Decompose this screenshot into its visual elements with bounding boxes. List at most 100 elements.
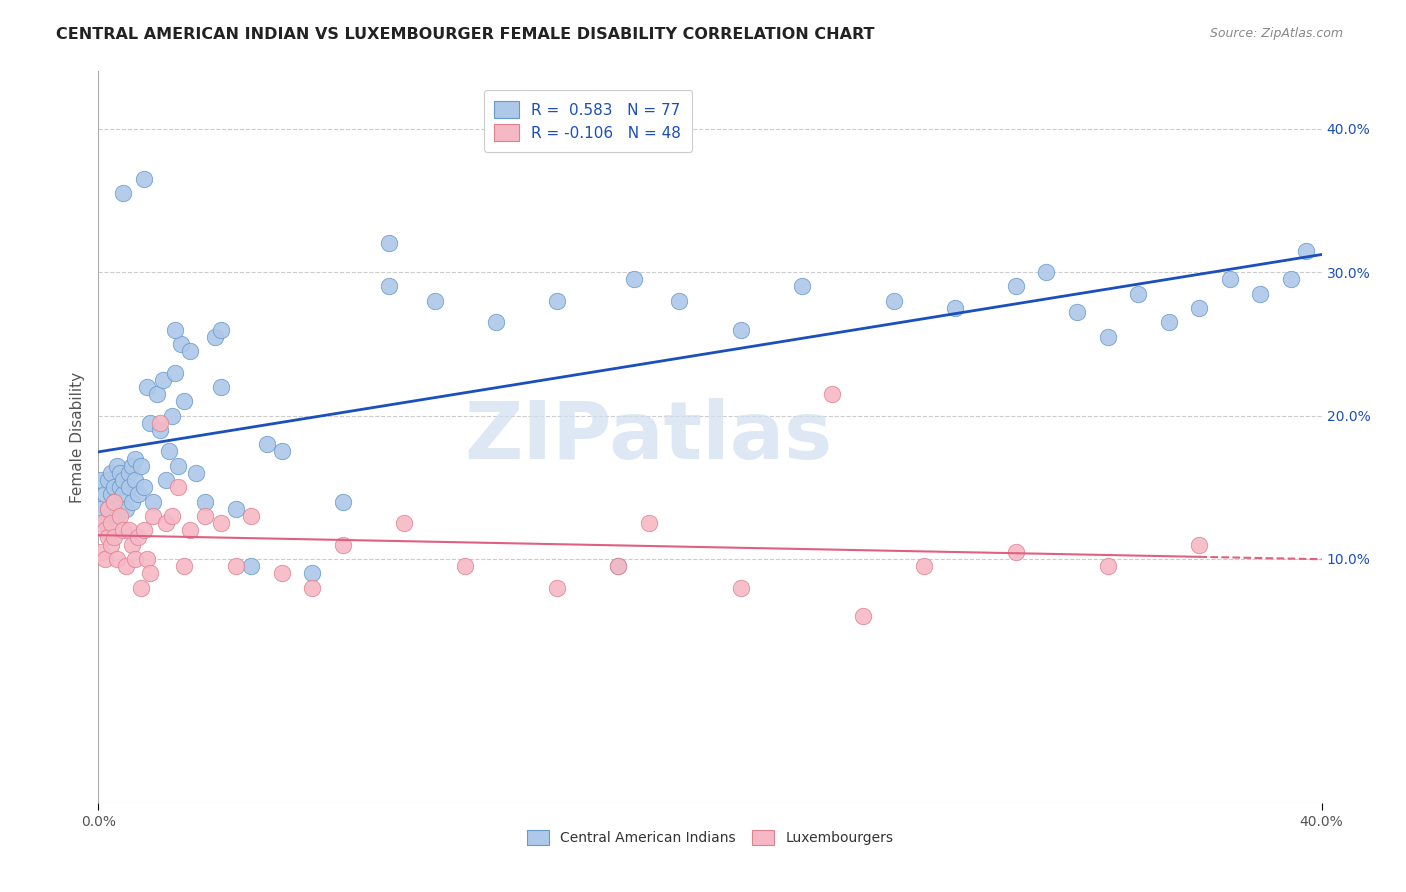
- Point: [1097, 329, 1119, 343]
- Point: [1097, 559, 1119, 574]
- Point: [485, 315, 508, 329]
- Point: [90, 545, 112, 559]
- Point: [134, 524, 156, 538]
- Point: [1188, 538, 1211, 552]
- Point: [332, 538, 354, 552]
- Point: [93, 552, 115, 566]
- Point: [105, 458, 128, 473]
- Point: [152, 373, 174, 387]
- Point: [142, 508, 165, 523]
- Point: [105, 508, 128, 523]
- Point: [121, 538, 143, 552]
- Point: [129, 458, 152, 473]
- Point: [378, 279, 401, 293]
- Point: [105, 552, 128, 566]
- Point: [160, 508, 183, 523]
- Point: [943, 301, 966, 315]
- Point: [173, 559, 195, 574]
- Point: [111, 487, 134, 501]
- Point: [136, 380, 159, 394]
- Point: [546, 293, 568, 308]
- Point: [90, 473, 112, 487]
- Point: [209, 516, 232, 530]
- Point: [730, 322, 752, 336]
- Point: [1004, 545, 1026, 559]
- Point: [139, 566, 162, 581]
- Point: [790, 279, 813, 293]
- Point: [155, 473, 177, 487]
- Point: [240, 559, 263, 574]
- Point: [392, 516, 416, 530]
- Point: [149, 416, 172, 430]
- Point: [145, 387, 167, 401]
- Point: [134, 172, 156, 186]
- Point: [1219, 272, 1241, 286]
- Point: [301, 566, 323, 581]
- Point: [194, 508, 217, 523]
- Point: [160, 409, 183, 423]
- Point: [1066, 305, 1088, 319]
- Point: [883, 293, 905, 308]
- Point: [1295, 244, 1317, 258]
- Point: [1035, 265, 1057, 279]
- Point: [118, 466, 141, 480]
- Point: [454, 559, 477, 574]
- Point: [173, 394, 195, 409]
- Point: [149, 423, 172, 437]
- Point: [852, 609, 875, 624]
- Point: [121, 458, 143, 473]
- Point: [108, 466, 131, 480]
- Point: [179, 524, 201, 538]
- Point: [93, 487, 115, 501]
- Point: [209, 380, 232, 394]
- Point: [301, 581, 323, 595]
- Y-axis label: Female Disability: Female Disability: [69, 371, 84, 503]
- Legend: Central American Indians, Luxembourgers: Central American Indians, Luxembourgers: [522, 824, 898, 851]
- Point: [167, 458, 190, 473]
- Text: ZIPatlas: ZIPatlas: [465, 398, 832, 476]
- Point: [93, 524, 115, 538]
- Point: [1128, 286, 1150, 301]
- Point: [100, 516, 122, 530]
- Point: [623, 272, 645, 286]
- Point: [118, 480, 141, 494]
- Point: [607, 559, 630, 574]
- Point: [136, 552, 159, 566]
- Point: [378, 236, 401, 251]
- Point: [100, 466, 122, 480]
- Point: [90, 501, 112, 516]
- Point: [668, 293, 690, 308]
- Point: [256, 437, 278, 451]
- Point: [157, 444, 180, 458]
- Point: [204, 329, 226, 343]
- Point: [134, 480, 156, 494]
- Point: [270, 444, 292, 458]
- Point: [115, 559, 138, 574]
- Point: [108, 508, 131, 523]
- Point: [240, 508, 263, 523]
- Point: [111, 524, 134, 538]
- Point: [124, 451, 146, 466]
- Point: [97, 501, 120, 516]
- Point: [546, 581, 568, 595]
- Point: [167, 480, 190, 494]
- Point: [103, 480, 125, 494]
- Point: [111, 473, 134, 487]
- Point: [155, 516, 177, 530]
- Point: [209, 322, 232, 336]
- Point: [127, 487, 149, 501]
- Point: [97, 531, 120, 545]
- Point: [637, 516, 661, 530]
- Point: [821, 387, 844, 401]
- Point: [103, 531, 125, 545]
- Point: [179, 344, 201, 359]
- Point: [163, 322, 186, 336]
- Point: [1004, 279, 1026, 293]
- Point: [186, 466, 208, 480]
- Point: [90, 516, 112, 530]
- Point: [93, 516, 115, 530]
- Point: [124, 473, 146, 487]
- Point: [163, 366, 186, 380]
- Point: [270, 566, 292, 581]
- Point: [100, 538, 122, 552]
